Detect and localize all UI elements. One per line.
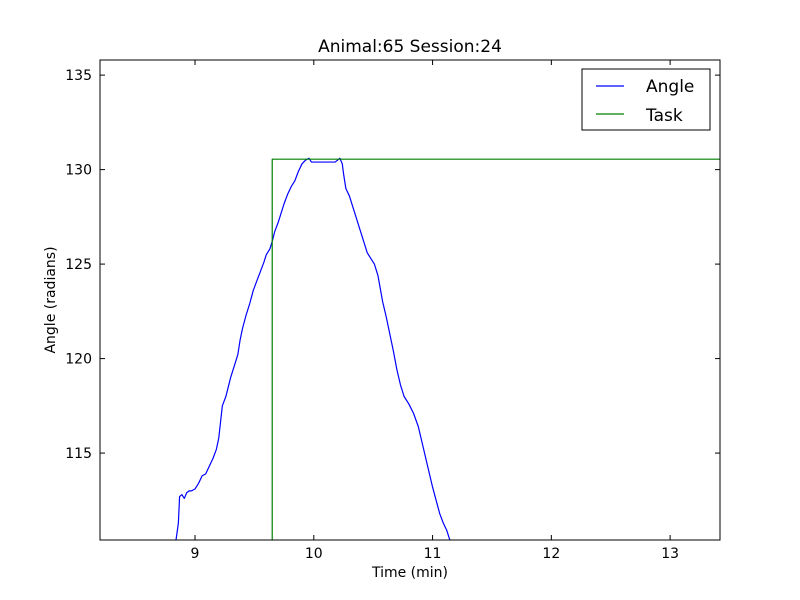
- y-tick-label: 130: [65, 163, 92, 179]
- plot-area: [100, 60, 720, 540]
- x-tick-label: 13: [661, 546, 679, 562]
- y-axis-label: Angle (radians): [43, 246, 59, 353]
- legend-box: [581, 68, 711, 131]
- chart-title: Animal:65 Session:24: [318, 37, 502, 57]
- y-tick-label: 120: [65, 352, 92, 368]
- series-line-task: [271, 158, 720, 540]
- legend-label-task: Task: [645, 106, 683, 126]
- legend-label-angle: Angle: [646, 77, 694, 97]
- x-tick-label: 11: [424, 546, 442, 562]
- y-tick-label: 125: [65, 257, 92, 273]
- legend: Angle Task: [581, 68, 711, 131]
- y-tick-label: 115: [65, 446, 92, 462]
- series-layer: [175, 157, 720, 540]
- series-line-angle: [175, 157, 451, 540]
- x-tick-label: 9: [191, 546, 200, 562]
- tick-layer: 9 10 11 12 13 115 120 125 130 135: [65, 60, 720, 562]
- plot-frame: [99, 59, 721, 541]
- x-axis-label: Time (min): [371, 565, 448, 581]
- x-tick-label: 10: [305, 546, 323, 562]
- x-tick-label: 12: [542, 546, 560, 562]
- y-tick-label: 135: [65, 68, 92, 84]
